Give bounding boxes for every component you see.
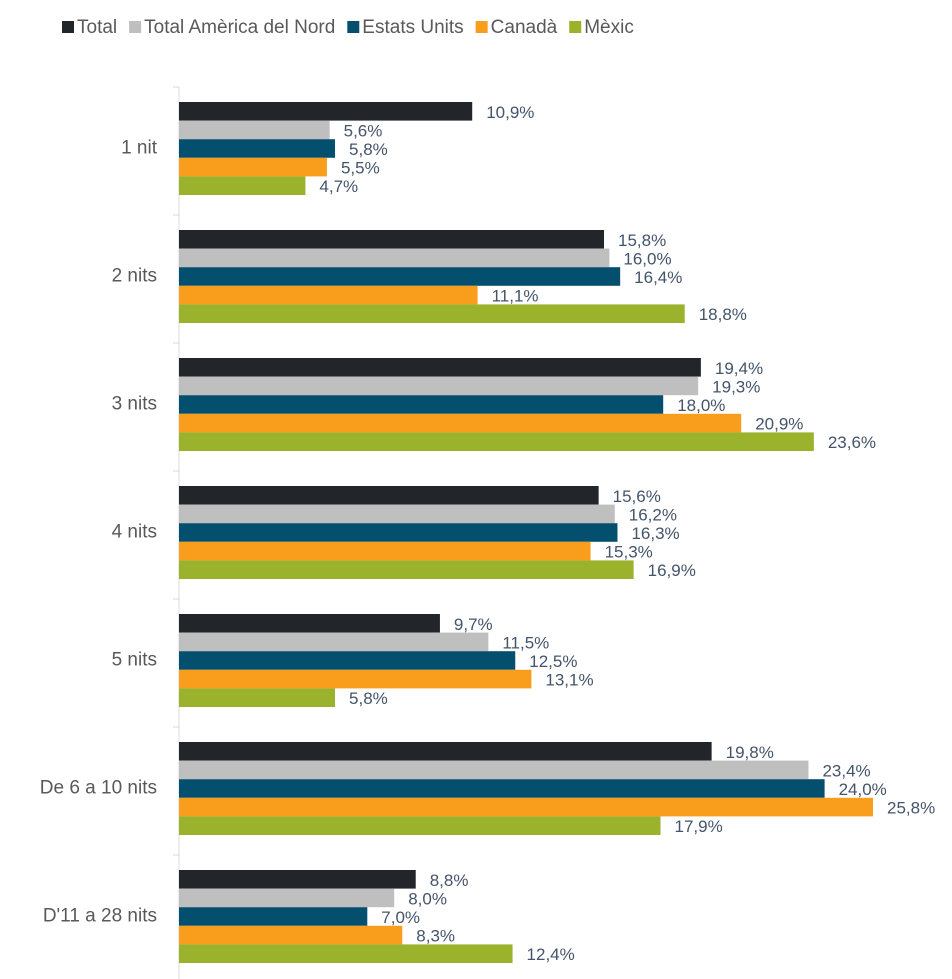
category-label: 3 nits [112,394,157,415]
value-label: 5,8% [349,140,388,159]
bar [179,888,395,908]
category-label: 2 nits [112,266,157,287]
value-label: 11,1% [492,287,539,306]
value-label: 5,6% [344,121,383,140]
bar [179,925,403,945]
value-label: 7,0% [381,908,420,927]
legend-swatch [62,21,74,33]
value-label: 24,0% [839,780,887,799]
bar [179,560,634,579]
value-label: 23,6% [828,433,876,452]
value-label: 17,9% [675,817,723,836]
bar [179,120,330,140]
bar [179,779,825,798]
bar [179,358,701,377]
bar [179,102,473,121]
value-label: 8,0% [408,889,447,908]
value-label: 11,5% [502,633,549,652]
bar [179,541,591,561]
bar [179,248,610,268]
bar [179,285,478,305]
category-label: 1 nit [121,138,158,159]
value-label: 20,9% [755,415,803,434]
bar [179,688,336,707]
bar [179,504,615,524]
bar [179,944,513,963]
value-label: 4,7% [319,177,358,196]
legend-label: Mèxic [584,17,634,38]
bar [179,870,416,889]
legend-swatch [569,21,582,33]
value-label: 16,4% [634,268,682,287]
bar [179,907,368,926]
bar [179,760,809,780]
bar [179,742,712,761]
bar [179,304,685,323]
value-label: 16,3% [631,524,679,543]
value-label: 25,8% [887,799,935,818]
value-label: 8,8% [430,871,469,890]
value-label: 15,3% [605,543,653,562]
value-label: 16,0% [623,249,671,268]
category-label: De 6 a 10 nits [40,778,157,799]
bar [179,523,618,542]
value-label: 18,0% [677,396,725,415]
legend: Total Total Amèrica del Nord Estats Units C… [62,17,634,38]
bar [179,230,605,249]
value-label: 16,9% [648,561,696,580]
legend-swatch [475,21,488,33]
legend-label: Total Amèrica del Nord [144,17,335,38]
value-label: 23,4% [822,761,870,780]
legend-label: Canadà [491,17,558,38]
value-label: 16,2% [629,505,677,524]
value-label: 5,5% [341,159,380,178]
bar [179,157,327,177]
value-label: 12,4% [527,945,575,964]
category-label: 5 nits [112,650,157,671]
value-label: 15,6% [613,487,661,506]
value-label: 9,7% [454,615,493,634]
bar [179,432,814,451]
value-label: 5,8% [349,689,388,708]
bar [179,614,440,633]
bar [179,176,306,195]
bar [179,486,599,505]
legend-swatch [129,21,142,33]
value-label: 19,8% [726,743,774,762]
value-label: 18,8% [699,305,747,324]
legend-label: Total [77,17,117,38]
value-label: 8,3% [416,927,455,946]
bar [179,816,661,835]
value-label: 19,4% [715,359,763,378]
value-label: 12,5% [529,652,577,671]
bar [179,632,489,652]
bar [179,267,621,286]
value-label: 13,1% [545,671,593,690]
bar [179,376,699,396]
category-label: D'11 a 28 nits [43,906,157,927]
legend-swatch [347,21,360,33]
bar [179,651,516,670]
value-label: 19,3% [712,377,760,396]
bar [179,413,742,433]
bar [179,139,336,158]
bar [179,395,664,414]
bar [179,797,874,817]
bar [179,669,532,689]
legend-label: Estats Units [362,17,463,38]
category-label: 4 nits [112,522,157,543]
value-label: 15,8% [618,231,666,250]
value-label: 10,9% [486,103,534,122]
